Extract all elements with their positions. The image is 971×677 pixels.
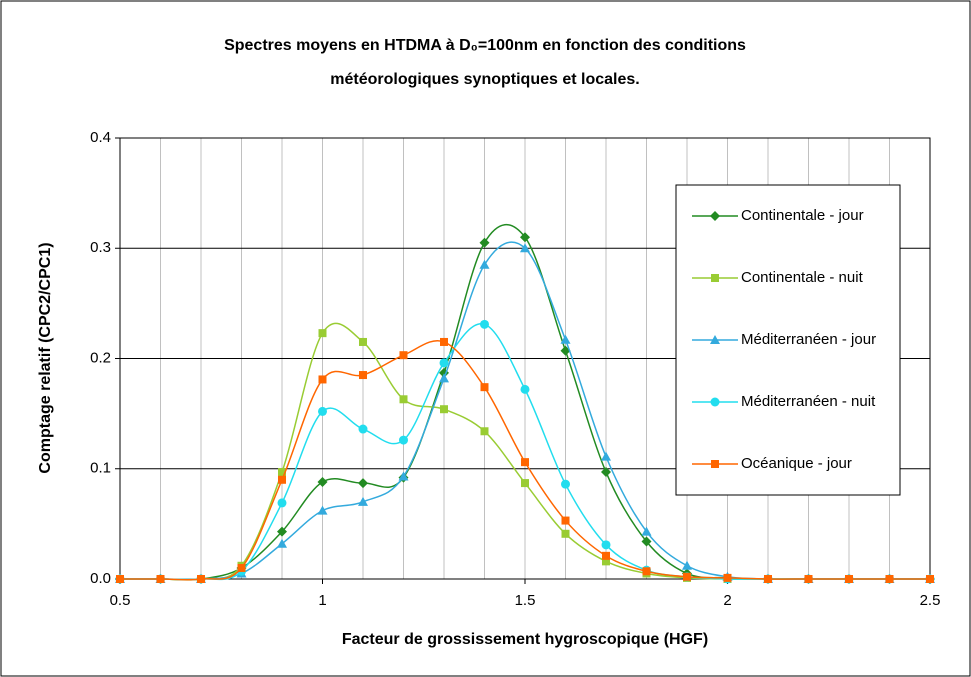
marker <box>561 479 570 489</box>
legend-label: Océanique - jour <box>741 455 852 472</box>
marker <box>641 526 652 536</box>
marker <box>521 458 529 467</box>
marker <box>197 575 205 583</box>
legend-marker <box>710 335 720 344</box>
marker <box>277 538 287 548</box>
marker <box>318 406 327 416</box>
marker <box>439 358 449 368</box>
legend-label: Méditerranéen - jour <box>741 331 876 348</box>
marker <box>237 563 246 572</box>
marker <box>480 319 489 329</box>
x-tick-label: 2.5 <box>920 592 941 609</box>
marker <box>521 479 529 488</box>
marker <box>439 373 449 383</box>
legend-marker <box>711 460 719 468</box>
marker <box>885 575 894 583</box>
marker <box>116 575 124 583</box>
x-tick-label: 0.5 <box>110 592 131 609</box>
legend-label: Continentale - nuit <box>741 269 864 286</box>
marker <box>358 496 368 506</box>
marker <box>479 237 490 248</box>
marker <box>804 575 813 583</box>
legend-label: Méditerranéen - nuit <box>741 393 876 410</box>
marker <box>440 337 448 346</box>
marker <box>278 468 286 477</box>
marker <box>602 551 610 560</box>
y-tick-label: 0.0 <box>90 570 111 587</box>
marker <box>318 329 327 338</box>
marker <box>926 575 934 583</box>
marker <box>359 337 367 346</box>
y-tick-label: 0.3 <box>90 239 111 256</box>
marker <box>560 334 571 344</box>
x-tick-label: 1.5 <box>515 592 536 609</box>
marker <box>317 476 328 487</box>
x-tick-label: 1 <box>318 592 326 609</box>
marker <box>845 575 853 583</box>
marker <box>642 567 651 576</box>
marker <box>278 475 286 484</box>
marker <box>399 435 408 445</box>
y-tick-label: 0.1 <box>90 460 111 477</box>
marker <box>479 259 490 269</box>
marker <box>520 243 530 253</box>
y-tick-label: 0.4 <box>90 129 111 146</box>
marker <box>440 405 448 414</box>
marker <box>277 498 287 508</box>
y-tick-label: 0.2 <box>90 349 111 366</box>
x-axis-label: Facteur de grossissement hygroscopique (… <box>342 631 708 648</box>
marker <box>156 575 165 583</box>
x-tick-label: 2 <box>723 592 731 609</box>
legend-label: Continentale - jour <box>741 207 864 224</box>
legend-marker <box>710 211 720 221</box>
marker <box>398 471 409 481</box>
marker <box>480 383 489 392</box>
marker <box>602 557 610 566</box>
marker <box>359 371 367 380</box>
chart-title: Spectres moyens en HTDMA à D₀=100nm en f… <box>224 37 746 54</box>
marker <box>358 424 368 434</box>
marker <box>277 526 287 537</box>
marker <box>723 573 732 582</box>
marker <box>317 505 328 515</box>
marker <box>358 478 368 489</box>
marker <box>561 529 570 538</box>
marker <box>399 395 408 404</box>
marker <box>399 351 408 360</box>
plot-border <box>119 137 931 580</box>
marker <box>520 232 530 243</box>
marker <box>641 536 652 547</box>
marker <box>683 572 691 581</box>
marker <box>601 540 611 550</box>
marker <box>682 560 692 570</box>
chart-title: météorologiques synoptiques et locales. <box>330 71 639 88</box>
marker <box>601 467 611 478</box>
y-axis-label: Comptage relatif (CPC2/CPC1) <box>37 242 54 473</box>
marker <box>318 375 327 384</box>
marker <box>520 384 530 394</box>
marker <box>601 451 611 461</box>
marker <box>480 427 489 436</box>
marker <box>561 516 570 525</box>
marker <box>764 575 772 583</box>
series-line <box>120 340 930 581</box>
legend-marker <box>711 274 719 282</box>
legend-marker <box>710 397 720 407</box>
